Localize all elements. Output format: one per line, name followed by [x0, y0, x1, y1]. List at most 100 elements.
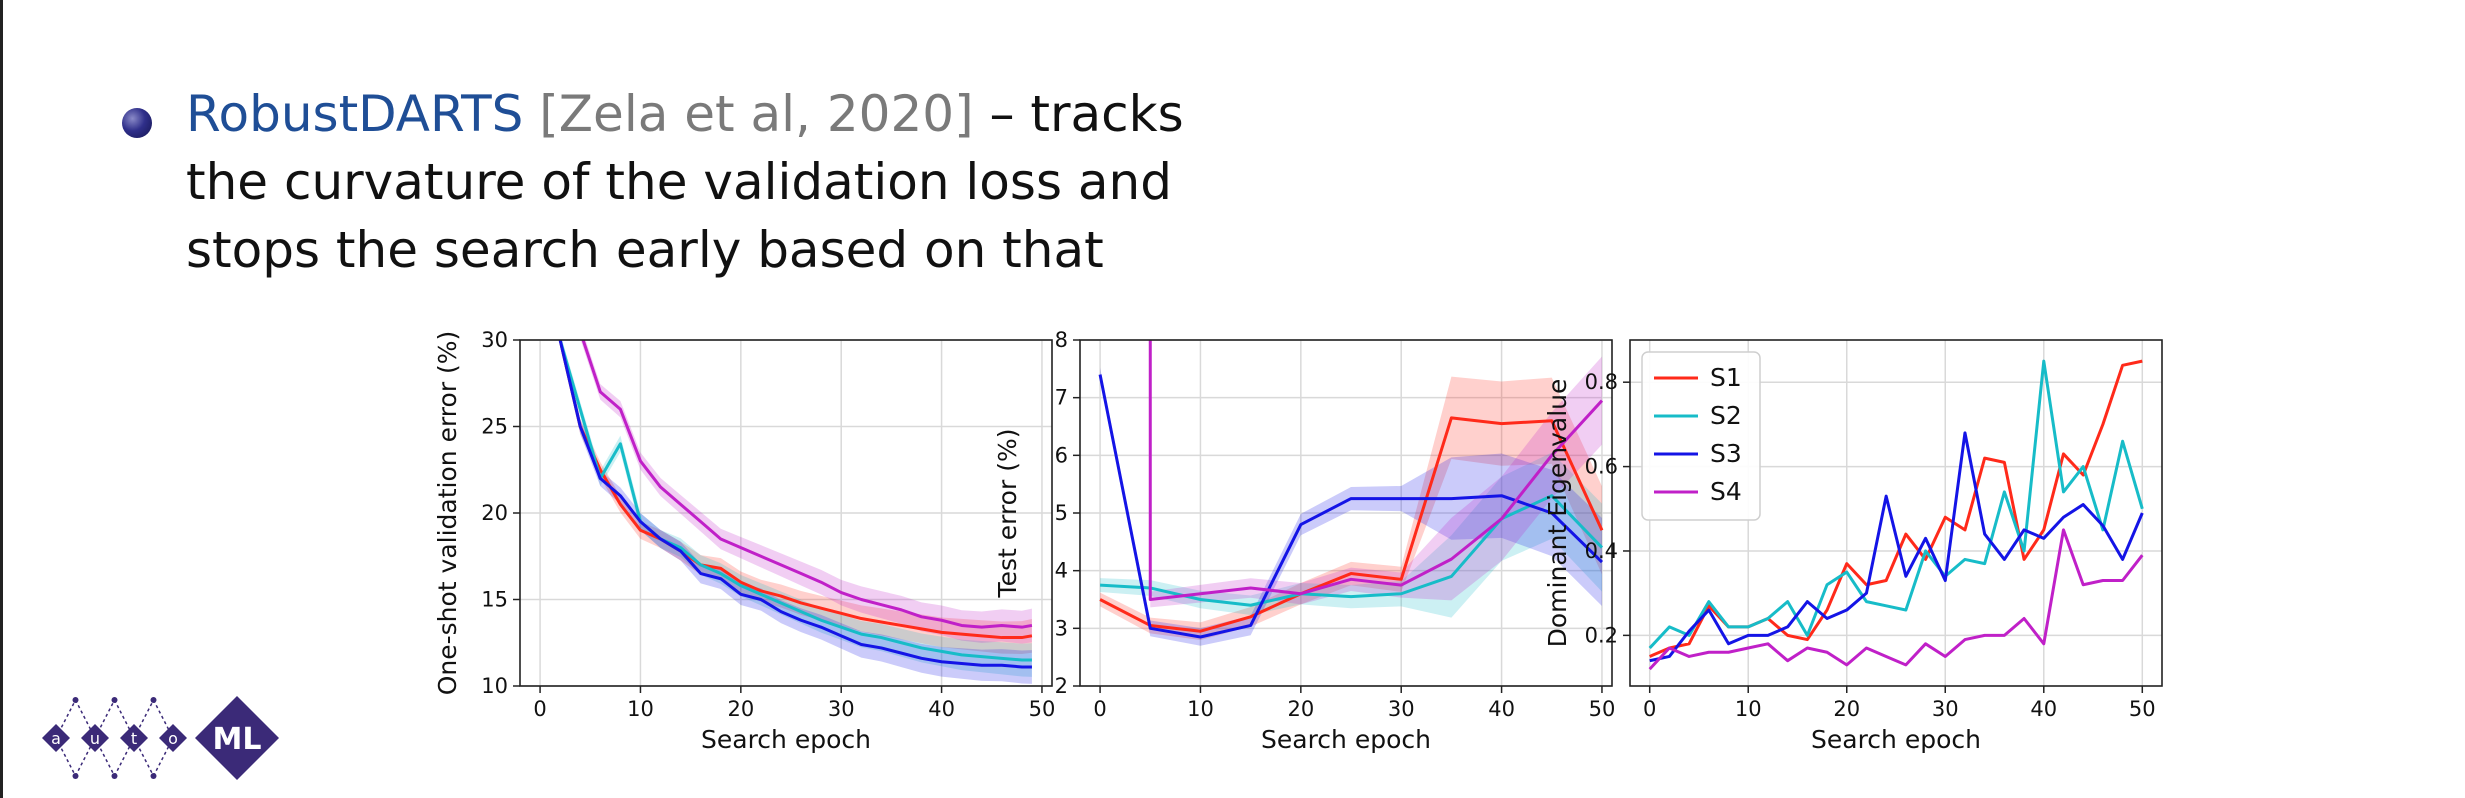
citation: [Zela et al, 2020]: [539, 85, 974, 143]
logo-lattice-line: [152, 737, 174, 777]
x-tick-label: 0: [1093, 697, 1106, 721]
validation-error-chart: 0 10 20 30 40 50 10 15 20 25 30 Search epoch One-sho…: [433, 328, 1060, 770]
y-tick-label: 8: [1055, 328, 1068, 352]
logo-diamond: [42, 724, 70, 752]
y-tick-label: 10: [481, 674, 508, 698]
legend-label-S1: S1: [1710, 363, 1742, 392]
y-tick-label: 6: [1055, 443, 1068, 467]
y-axis-label: One-shot validation error (%): [433, 331, 462, 696]
y-tick-label: 0.6: [1585, 455, 1618, 479]
bullet-text-line3: stops the search early based on that: [186, 221, 1104, 279]
x-tick-label: 10: [1187, 697, 1214, 721]
logo-node: [72, 773, 79, 779]
y-tick-label: 20: [481, 501, 508, 525]
series-line-S3: [1098, 374, 1604, 639]
band-S4: [580, 340, 1032, 644]
logo-node: [111, 697, 118, 703]
y-tick-label: 0.4: [1585, 539, 1618, 563]
legend-label-S3: S3: [1710, 439, 1742, 468]
x-tick-label: 40: [2030, 697, 2057, 721]
automl-logo: a u t o ML: [40, 688, 290, 793]
logo-ml-text: ML: [213, 722, 262, 757]
logo-letter: a: [51, 729, 61, 748]
legend-label-S2: S2: [1710, 401, 1742, 430]
x-tick-label: 50: [1029, 697, 1056, 721]
band-S2: [1100, 452, 1602, 618]
bullet-text: RobustDARTS [Zela et al, 2020] – tracks …: [186, 80, 1266, 284]
y-tick-label: 0.2: [1585, 623, 1618, 647]
plot-frame: [1629, 339, 2163, 687]
y-tick-label: 30: [481, 328, 508, 352]
x-tick-label: 20: [1833, 697, 1860, 721]
series-line-S3: [558, 340, 1032, 669]
y-tick-label: 15: [481, 588, 508, 612]
x-tick-label: 40: [928, 697, 955, 721]
logo-diamond: [120, 724, 148, 752]
x-axis-label: Search epoch: [1261, 725, 1431, 754]
band-S3: [560, 340, 1032, 684]
x-tick-label: 30: [1388, 697, 1415, 721]
eigenvalue-chart: 0 10 20 30 40 50 0.2 0.4 0.6 0.8 Search epoch Domin…: [1543, 330, 2170, 770]
slide-edge-bar: [0, 0, 3, 798]
logo-lattice-line: [74, 699, 96, 739]
series-line-S2: [1648, 359, 2144, 650]
logo-letter: t: [131, 729, 137, 748]
y-tick-label: 3: [1055, 616, 1068, 640]
method-name: RobustDARTS: [186, 85, 524, 143]
x-tick-label: 0: [533, 697, 546, 721]
test-error-chart: 0 10 20 30 40 50 2 3 4 5 6 7 8 Search epoch Test error…: [993, 328, 1620, 770]
logo-ml-diamond: [195, 696, 279, 780]
x-tick-label: 0: [1643, 697, 1656, 721]
logo-lattice-line: [113, 699, 135, 739]
bullet-text-line1-rest: – tracks: [973, 85, 1184, 143]
x-tick-label: 10: [1735, 697, 1762, 721]
x-tick-label: 50: [2129, 697, 2156, 721]
logo-diamond: [159, 724, 187, 752]
logo-node: [150, 697, 157, 703]
legend-box: [1641, 351, 1761, 521]
y-tick-label: 7: [1055, 386, 1068, 410]
y-tick-label: 0.8: [1585, 370, 1618, 394]
y-tick-label: 4: [1055, 559, 1068, 583]
y-axis-label: Dominant Eigenvalue: [1543, 379, 1572, 648]
x-tick-label: 10: [627, 697, 654, 721]
x-tick-label: 20: [727, 697, 754, 721]
y-tick-label: 2: [1055, 674, 1068, 698]
band-S1: [1100, 376, 1602, 641]
x-tick-label: 40: [1488, 697, 1515, 721]
series-line-S4: [1148, 340, 1604, 601]
bullet-text-line2: the curvature of the validation loss and: [186, 153, 1172, 211]
band-S4: [1150, 340, 1602, 608]
x-tick-label: 50: [1589, 697, 1616, 721]
band-S3: [1100, 367, 1602, 646]
legend: S1 S2 S3 S4: [1641, 351, 1761, 521]
logo-node: [72, 697, 79, 703]
logo-letter: o: [168, 729, 178, 748]
x-axis-label: Search epoch: [701, 725, 871, 754]
x-tick-label: 30: [828, 697, 855, 721]
y-tick-label: 25: [481, 415, 508, 439]
series-line-S1: [558, 340, 1033, 640]
x-axis-label: Search epoch: [1811, 725, 1981, 754]
logo-lattice-line: [74, 737, 96, 777]
bullet-icon: [122, 108, 152, 138]
chart-svg: 0 10 20 30 40 50 0.2 0.4 0.6 0.8 Search epoch Domin…: [1543, 339, 2163, 754]
x-tick-label: 30: [1932, 697, 1959, 721]
legend-label-S4: S4: [1710, 477, 1742, 506]
x-tick-label: 20: [1287, 697, 1314, 721]
series-line-S4: [1648, 528, 2144, 671]
chart-svg: 0 10 20 30 40 50 10 15 20 25 30 Search epoch One-sho…: [433, 328, 1056, 754]
logo-letter: u: [90, 729, 100, 748]
logo-node: [150, 773, 157, 779]
y-tick-label: 5: [1055, 501, 1068, 525]
logo-node: [111, 773, 118, 779]
band-S1: [560, 340, 1032, 655]
y-axis-label: Test error (%): [993, 429, 1022, 599]
series-line-S1: [1099, 416, 1604, 633]
series-line-S3: [1649, 431, 2144, 663]
logo-diamond: [81, 724, 109, 752]
series-line-S4: [581, 340, 1033, 629]
logo-lattice-line: [152, 699, 174, 739]
logo-lattice-line: [113, 737, 135, 777]
